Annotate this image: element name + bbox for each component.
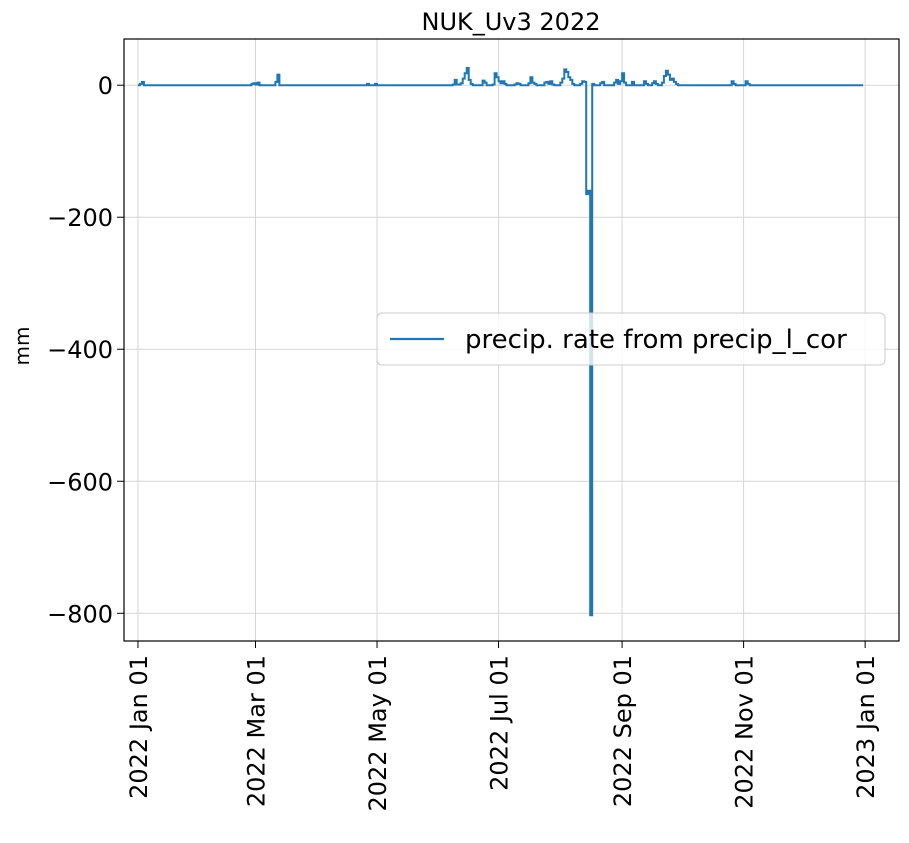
- x-tick-label: 2022 Sep 01: [609, 655, 637, 807]
- legend: precip. rate from precip_l_cor: [376, 312, 886, 366]
- series-line: [137, 67, 864, 617]
- y-tick-label: −600: [47, 468, 113, 496]
- x-tick-label: 2022 Mar 01: [242, 655, 270, 807]
- y-tick-label: 0: [98, 72, 113, 100]
- x-axis: 2022 Jan 01 2022 Mar 01 2022 May 01 2022 Ju…: [125, 641, 880, 812]
- legend-label: precip. rate from precip_l_cor: [465, 325, 847, 355]
- x-tick-label: 2022 Jan 01: [125, 655, 153, 799]
- y-axis: 0 −200 −400 −600 −800: [47, 72, 124, 628]
- chart-title: NUK_Uv3 2022: [421, 8, 600, 36]
- legend-box: [376, 312, 886, 366]
- y-axis-label: mm: [10, 327, 34, 366]
- plot-frame: [123, 38, 900, 642]
- y-tick-label: −200: [47, 204, 113, 232]
- x-tick-label: 2022 Nov 01: [731, 655, 759, 809]
- x-tick-label: 2022 May 01: [364, 655, 392, 812]
- x-tick-label: 2022 Jul 01: [486, 655, 514, 791]
- x-tick-label: 2023 Jan 01: [852, 655, 880, 799]
- series-layer: [137, 67, 864, 617]
- y-tick-label: −400: [47, 336, 113, 364]
- y-tick-label: −800: [47, 600, 113, 628]
